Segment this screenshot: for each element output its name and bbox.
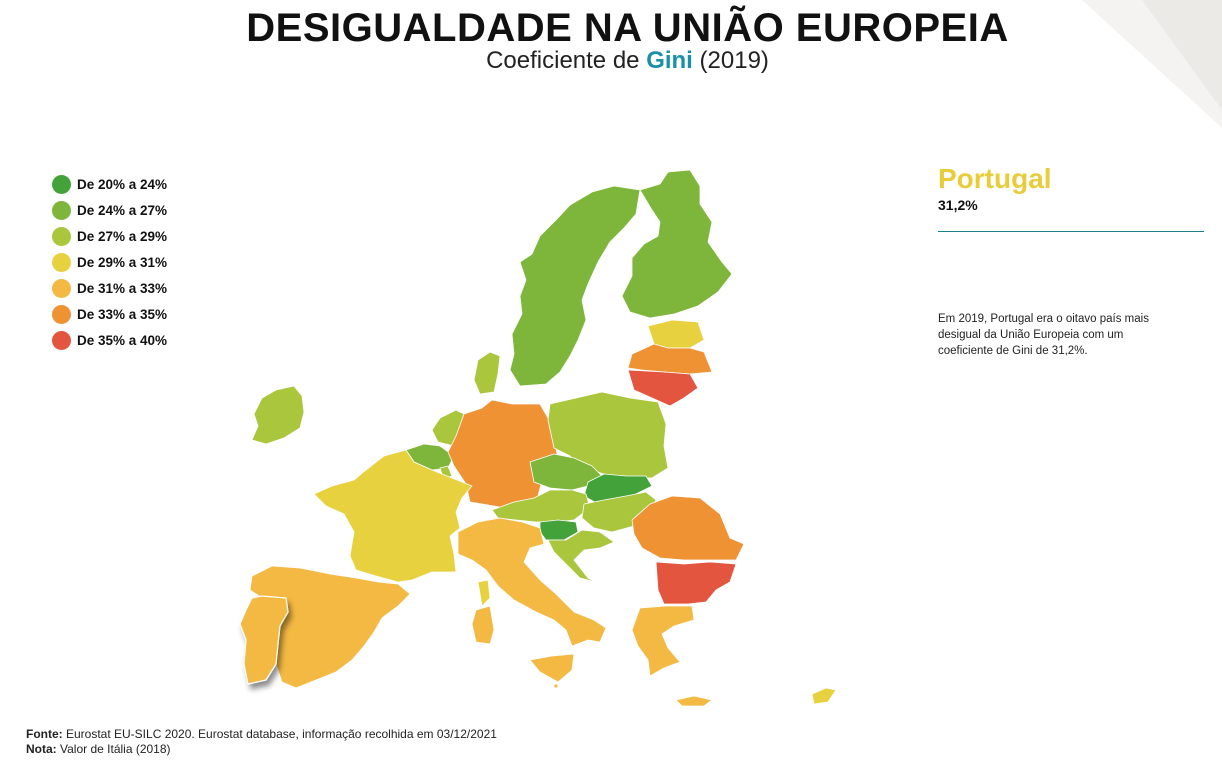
island-sardinia <box>471 605 495 645</box>
legend-label: De 35% a 40% <box>77 332 168 348</box>
legend-item-29-31: De 29% a 31% <box>52 249 167 275</box>
divider <box>938 231 1204 232</box>
note-label: Nota: <box>26 742 57 756</box>
source-label: Fonte: <box>26 727 63 741</box>
legend-item-35-40: De 35% a 40% <box>52 327 167 353</box>
legend-label: De 27% a 29% <box>77 228 168 244</box>
island-crete <box>675 695 713 707</box>
legend-label: De 31% a 33% <box>77 280 168 296</box>
country-poland[interactable] <box>547 391 669 479</box>
legend-label: De 33% a 35% <box>77 306 168 322</box>
legend-label: De 24% a 27% <box>77 202 168 218</box>
country-slovakia[interactable] <box>583 473 653 505</box>
page-title: DESIGUALDADE NA UNIÃO EUROPEIA <box>246 6 1009 50</box>
note-text: Valor de Itália (2018) <box>56 742 171 756</box>
subtitle-suffix: (2019) <box>692 47 769 74</box>
country-romania[interactable] <box>631 495 745 561</box>
legend-swatch <box>52 330 71 350</box>
country-malta[interactable] <box>553 683 559 689</box>
country-italy[interactable] <box>457 517 607 647</box>
legend-swatch <box>52 304 71 324</box>
legend-item-24-27: De 24% a 27% <box>52 197 167 223</box>
legend-label: De 29% a 31% <box>77 254 168 270</box>
highlight-description: Em 2019, Portugal era o oitavo país mais… <box>938 313 1149 357</box>
page-subtitle: Coeficiente de Gini (2019) <box>0 47 1222 75</box>
country-ireland[interactable] <box>251 385 305 445</box>
island-corsica <box>477 579 491 607</box>
subtitle-prefix: Coeficiente de <box>486 47 647 74</box>
legend-item-33-35: De 33% a 35% <box>52 301 167 327</box>
country-bulgaria[interactable] <box>655 561 737 605</box>
legend-item-27-29: De 27% a 29% <box>52 223 167 249</box>
country-cyprus[interactable] <box>811 687 837 705</box>
note-line: Nota: Valor de Itália (2018) <box>26 742 497 757</box>
island-sicily <box>529 653 575 683</box>
highlight-value: 31,2% <box>938 197 978 213</box>
country-portugal[interactable] <box>239 595 289 685</box>
highlight-country: Portugal <box>938 163 1052 194</box>
legend-swatch <box>52 174 71 194</box>
legend-item-20-24: De 20% a 24% <box>52 171 167 197</box>
country-lithuania[interactable] <box>627 369 699 407</box>
legend-swatch <box>52 252 71 272</box>
highlight-panel: Portugal 31,2% Em 2019, Portugal era o o… <box>938 162 1204 359</box>
source-text: Eurostat EU-SILC 2020. Eurostat database… <box>62 727 497 741</box>
subtitle-highlight: Gini <box>646 47 693 74</box>
source-line: Fonte: Eurostat EU-SILC 2020. Eurostat d… <box>26 727 497 742</box>
country-france[interactable] <box>313 449 473 583</box>
footer: Fonte: Eurostat EU-SILC 2020. Eurostat d… <box>26 727 497 757</box>
legend-swatch <box>52 200 71 220</box>
legend-label: De 20% a 24% <box>77 176 168 192</box>
country-sweden[interactable] <box>509 185 641 387</box>
country-croatia[interactable] <box>547 529 615 583</box>
country-greece[interactable] <box>631 605 695 677</box>
country-finland[interactable] <box>621 169 733 319</box>
country-latvia[interactable] <box>627 343 713 375</box>
legend: De 20% a 24% De 24% a 27% De 27% a 29% D… <box>52 171 167 353</box>
country-germany[interactable] <box>447 399 559 511</box>
legend-swatch <box>52 278 71 298</box>
country-estonia[interactable] <box>647 319 705 349</box>
legend-item-31-33: De 31% a 33% <box>52 275 167 301</box>
corner-decoration <box>1082 0 1222 128</box>
legend-swatch <box>52 226 71 246</box>
country-denmark[interactable] <box>473 351 501 395</box>
